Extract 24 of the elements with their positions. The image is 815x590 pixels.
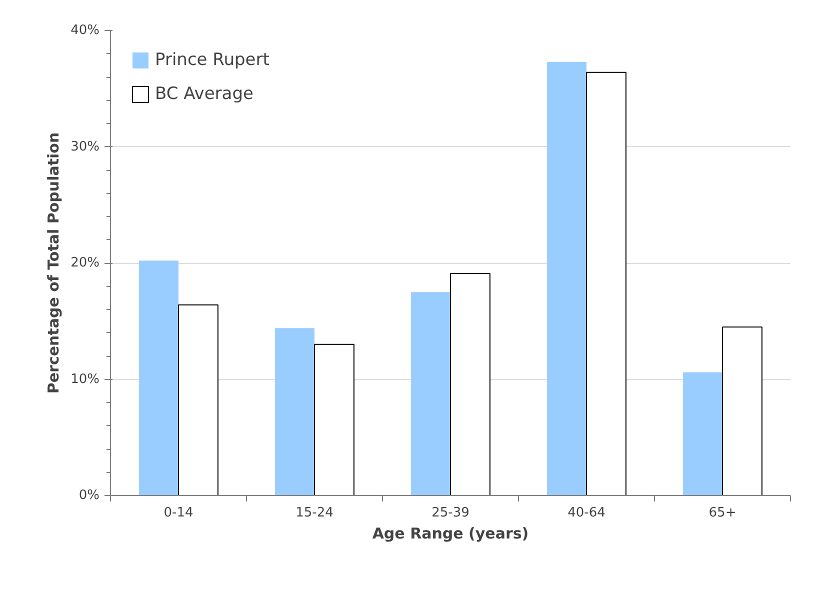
- bar: [178, 304, 218, 496]
- x-tick-label: 0-14: [164, 506, 194, 520]
- x-tick-label: 40-64: [568, 506, 606, 520]
- bar: [139, 260, 178, 496]
- y-tick-label: 30%: [70, 139, 100, 154]
- bar: [722, 326, 762, 496]
- y-tick-label: 20%: [70, 256, 100, 270]
- x-tick-label: 65+: [708, 506, 736, 520]
- legend-label: Prince Rupert: [155, 50, 270, 70]
- y-axis-title: Percentage of Total Population: [44, 132, 63, 394]
- y-tick-label: 40%: [70, 23, 100, 38]
- x-tick-label: 15-24: [296, 506, 334, 520]
- x-tick-label: 25-39: [432, 506, 470, 520]
- bar: [547, 62, 586, 496]
- y-tick-label: 10%: [70, 372, 100, 387]
- x-axis-title: Age Range (years): [372, 524, 529, 542]
- bar: [450, 272, 490, 496]
- y-tick-label: 0%: [78, 488, 100, 503]
- bar: [275, 328, 314, 496]
- legend-label: BC Average: [155, 84, 254, 104]
- bar: [683, 372, 722, 496]
- bar: [314, 344, 354, 496]
- bar: [586, 72, 626, 496]
- bar: [411, 292, 450, 496]
